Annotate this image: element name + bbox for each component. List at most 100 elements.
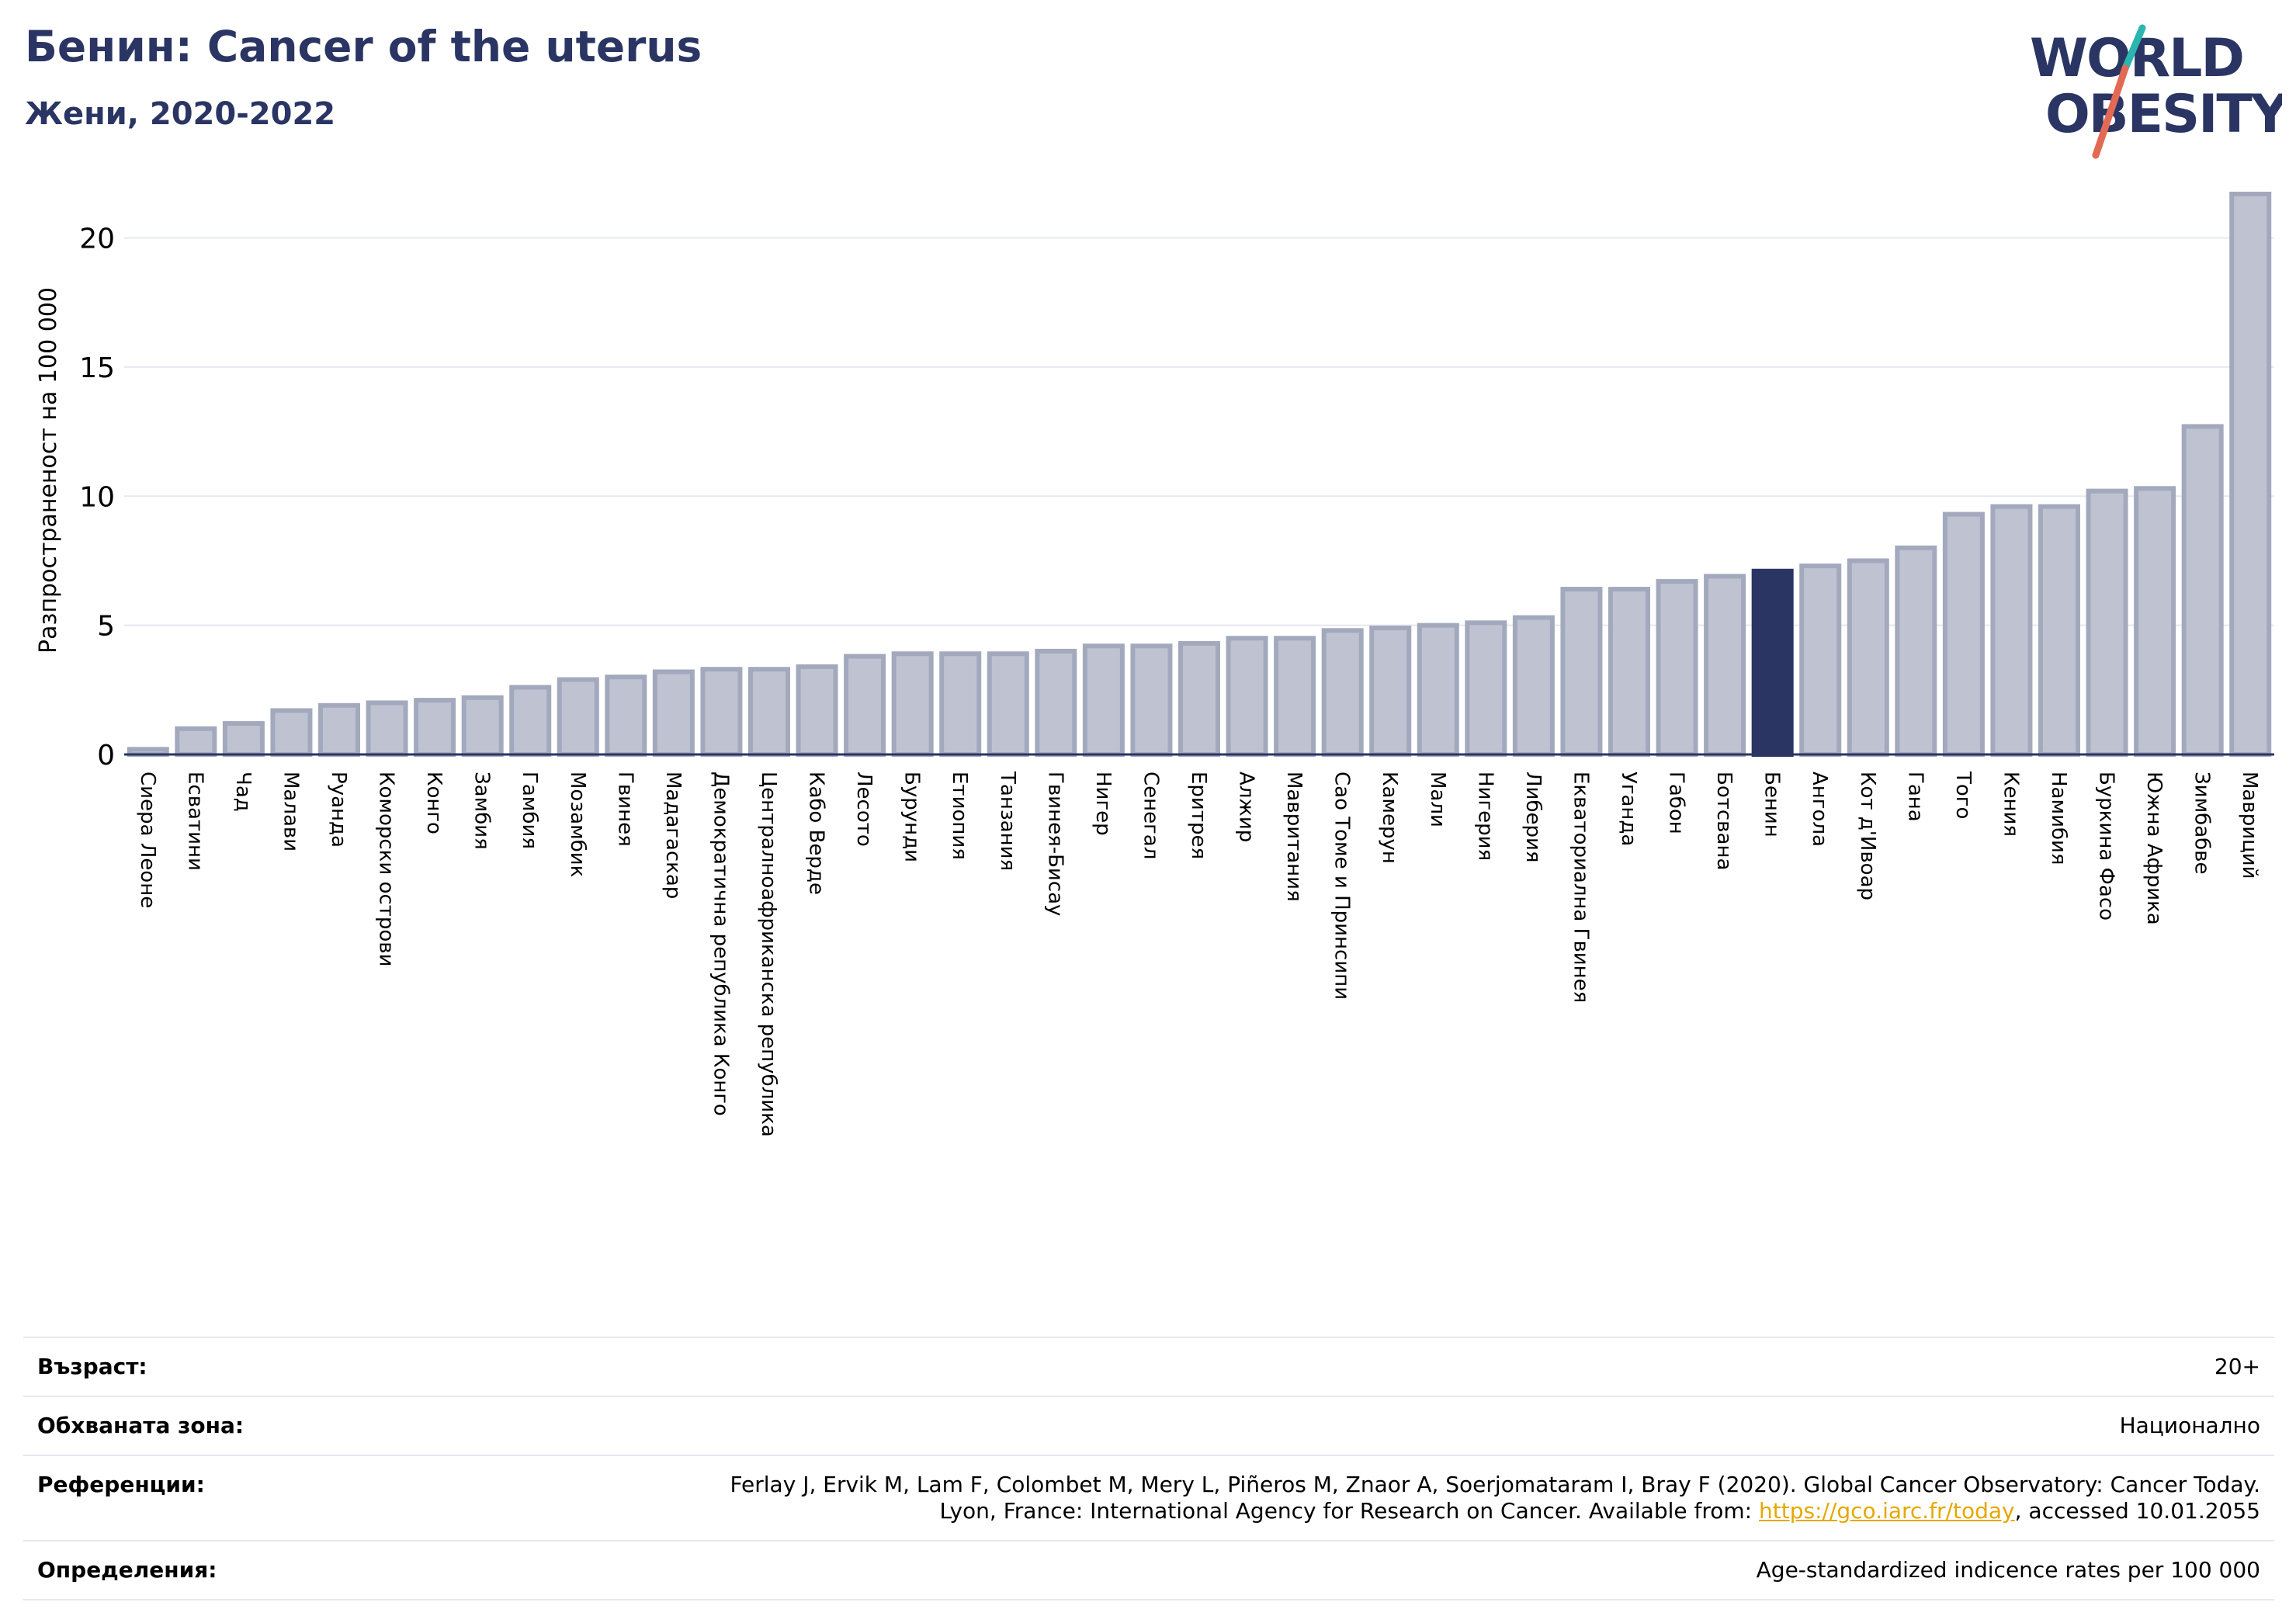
info-row-area: Обхваната зона: Национално: [23, 1396, 2274, 1455]
bar: [1226, 636, 1268, 757]
x-tick-label: Либерия: [1521, 772, 1545, 863]
bar: [270, 708, 313, 757]
bar: [1177, 640, 1221, 757]
x-tick-label: Кот д'Ивоар: [1856, 772, 1879, 900]
x-tick-label: Нигерия: [1473, 772, 1497, 861]
bar: [1942, 512, 1985, 758]
definitions-value: Age-standardized indicence rates per 100…: [517, 1540, 2274, 1600]
references-label: Референции:: [23, 1455, 517, 1541]
y-tick-label: 10: [79, 481, 115, 513]
x-tick-label: Мадагаскар: [661, 772, 685, 899]
x-tick-label: Гана: [1903, 772, 1927, 822]
bar: [2181, 424, 2224, 757]
bar: [1560, 587, 1603, 758]
x-tick-label: Гвинея: [613, 772, 636, 847]
y-tick-label: 15: [79, 352, 115, 384]
age-value: 20+: [517, 1337, 2274, 1396]
bar: [1130, 643, 1173, 757]
info-table: Възраст: 20+ Обхваната зона: Национално …: [23, 1337, 2274, 1600]
x-tick-label: Сиера Леоне: [136, 772, 159, 908]
bar: [2229, 191, 2272, 757]
bar: [1321, 628, 1364, 757]
y-tick-label: 20: [79, 224, 115, 255]
x-tick-label: Етиопия: [948, 772, 971, 860]
info-row-age: Възраст: 20+: [23, 1337, 2274, 1396]
world-obesity-logo: WORLD OBESITY: [2030, 24, 2282, 159]
bar: [1465, 620, 1507, 757]
x-tick-label: Кабо Верде: [805, 772, 828, 895]
x-tick-label: Габон: [1665, 772, 1688, 834]
bar: [366, 700, 408, 757]
page-subtitle: Жени, 2020-2022: [25, 96, 336, 132]
x-tick-label: Демократична република Конго: [709, 772, 732, 1116]
x-tick-label: Танзания: [996, 771, 1019, 871]
bar: [605, 675, 647, 758]
x-tick-label: Екваториална Гвинея: [1569, 772, 1592, 1003]
bar: [461, 695, 504, 757]
bar: [2086, 488, 2128, 757]
x-tick-label: Бурунди: [900, 772, 924, 862]
bar: [2134, 486, 2176, 757]
bar: [1751, 568, 1794, 757]
bar: [652, 669, 695, 758]
x-tick-label: Того: [1951, 771, 1975, 819]
x-tick-label: Зимбабве: [2190, 772, 2214, 875]
bar: [1274, 636, 1316, 757]
y-axis-label: Разпространеност на 100 000: [35, 287, 62, 654]
x-tick-label: Бенин: [1760, 772, 1784, 838]
x-tick-label: Мавриций: [2238, 772, 2261, 879]
bar: [1895, 545, 1937, 757]
bar: [747, 667, 791, 758]
page-title: Бенин: Cancer of the uterus: [25, 22, 702, 71]
bar: [1417, 622, 1459, 757]
x-tick-label: Кения: [1999, 772, 2022, 837]
bar-chart: 0 5 10 15 20 Разпространеност на 100 000 Сиера…: [35, 191, 2274, 1137]
x-tick-label: Еритрея: [1187, 772, 1210, 859]
bar: [222, 721, 265, 758]
x-tick-label: Намибия: [2047, 772, 2070, 865]
bar: [509, 685, 552, 757]
x-tick-label: Камерун: [1378, 772, 1401, 864]
x-tick-label: Коморски острови: [375, 772, 398, 967]
x-tick-label: Алжир: [1235, 772, 1258, 842]
age-label: Възраст:: [23, 1337, 517, 1396]
bar: [2038, 504, 2081, 758]
bar: [1082, 643, 1125, 757]
area-label: Обхваната зона:: [23, 1396, 517, 1455]
x-tick-label: Сенегал: [1139, 772, 1162, 859]
bar: [891, 651, 934, 758]
x-tick-label: Замбия: [470, 772, 494, 850]
x-tick-label: Нигер: [1091, 772, 1115, 836]
bar: [1035, 648, 1077, 758]
bar: [844, 654, 886, 758]
x-tick-label: Южна Африка: [2142, 772, 2166, 925]
bar: [414, 698, 456, 757]
references-value: Ferlay J, Ervik M, Lam F, Colombet M, Me…: [517, 1455, 2274, 1541]
x-tick-label: Малави: [279, 772, 302, 851]
x-tick-label: Чад: [231, 772, 255, 812]
logo-slash-red: [2092, 64, 2129, 159]
bar: [175, 726, 217, 758]
y-tick-label: 5: [97, 611, 115, 643]
x-tick-label: Руанда: [327, 772, 350, 848]
x-tick-label: Сао Томе и Принсипи: [1330, 772, 1354, 1000]
x-tick-label: Уганда: [1617, 772, 1640, 846]
references-line1: Ferlay J, Ervik M, Lam F, Colombet M, Me…: [730, 1472, 2260, 1497]
bar: [1512, 615, 1555, 757]
bar: [939, 651, 982, 758]
logo-slash-teal: [2121, 24, 2146, 72]
bar: [1608, 587, 1651, 758]
x-tick-label: Мавритания: [1282, 772, 1306, 902]
bar: [796, 664, 838, 758]
references-line2-post: , accessed 10.01.2055: [2014, 1498, 2260, 1524]
bar: [1799, 564, 1842, 757]
info-row-definitions: Определения: Age-standardized indicence …: [23, 1540, 2274, 1600]
x-tick-label: Мали: [1426, 772, 1449, 827]
x-tick-label: Гвинея-Бисау: [1043, 772, 1066, 916]
bar: [557, 677, 599, 757]
references-link[interactable]: https://gco.iarc.fr/today: [1759, 1498, 2015, 1524]
area-value: Национално: [517, 1396, 2274, 1455]
bar: [1847, 558, 1889, 757]
references-line2-pre: Lyon, France: International Agency for R…: [939, 1498, 1759, 1524]
bar: [987, 651, 1029, 758]
